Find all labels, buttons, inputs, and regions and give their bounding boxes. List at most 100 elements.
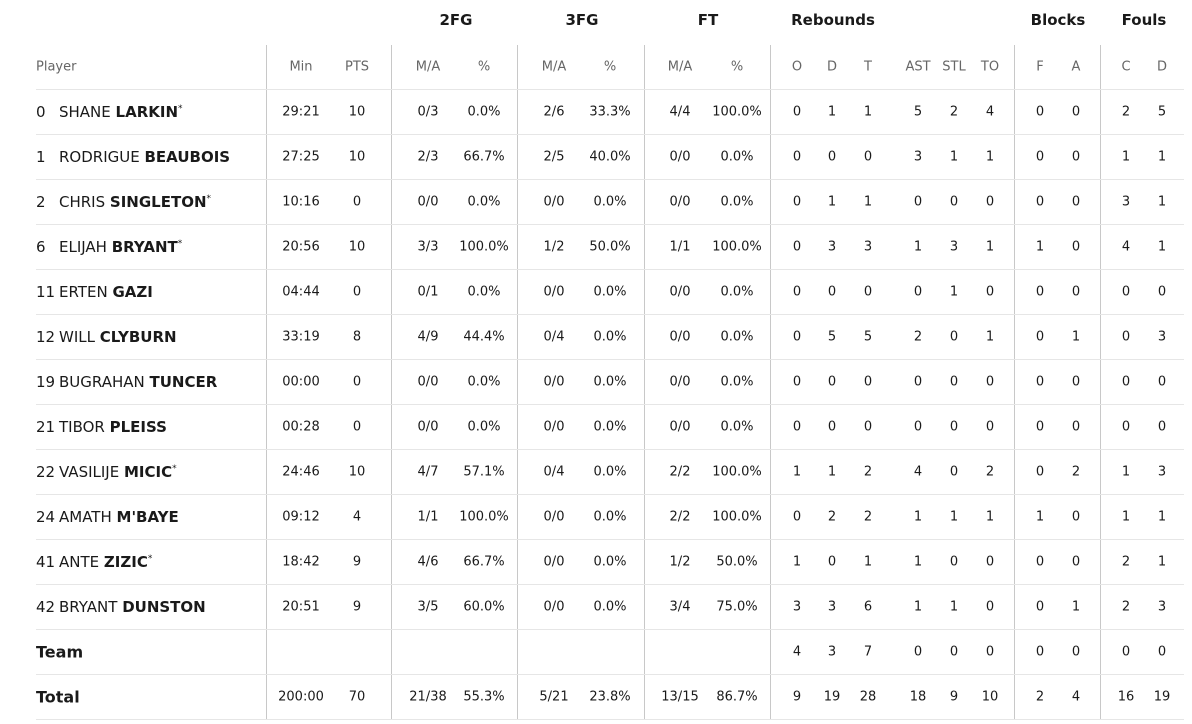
stat-cell: 0.0%: [467, 194, 501, 210]
player-number: 22: [36, 463, 56, 481]
stat-cell: 0.0%: [593, 419, 627, 435]
stat-cell: 4: [792, 644, 802, 660]
stat-cell: 50.0%: [716, 554, 758, 570]
stat-cell: 0: [913, 374, 923, 390]
stat-cell: 0: [792, 284, 802, 300]
stat-cell: 0: [792, 194, 802, 210]
stat-cell: 1: [827, 104, 837, 120]
stat-cell: 86.7%: [716, 689, 758, 705]
stat-cell: 0.0%: [720, 194, 754, 210]
stat-cell: 4/9: [417, 329, 439, 345]
stat-cell: 1: [1157, 509, 1167, 525]
stat-cell: 0: [1157, 644, 1167, 660]
column-divider: [391, 45, 392, 719]
stat-cell: 10: [348, 239, 366, 255]
stat-cell: 16: [1117, 689, 1135, 705]
stat-cell: 3: [949, 239, 959, 255]
last-name: GAZI: [112, 283, 153, 301]
starter-mark: *: [172, 464, 177, 474]
stat-cell: 0: [1035, 464, 1045, 480]
player-number: 41: [36, 553, 56, 571]
first-name: WILL: [59, 328, 95, 346]
stat-cell: 23.8%: [589, 689, 631, 705]
stat-cell: 0.0%: [593, 194, 627, 210]
stat-cell: 0: [827, 554, 837, 570]
first-name: ELIJAH: [59, 238, 107, 256]
player-name: 21 TIBOR PLEISS: [36, 418, 167, 436]
stat-cell: 0: [352, 419, 362, 435]
stat-cell: 0/0: [669, 419, 691, 435]
stat-cell: 3: [827, 239, 837, 255]
last-name: M'BAYE: [116, 508, 179, 526]
stat-cell: 3: [913, 149, 923, 165]
stat-cell: 20:51: [282, 599, 320, 615]
stat-cell: 0: [1071, 419, 1081, 435]
stat-cell: 0: [827, 149, 837, 165]
stat-cell: 1: [1071, 599, 1081, 615]
stat-cell: 0: [913, 644, 923, 660]
column-header: Min: [289, 59, 313, 75]
stat-cell: 1: [1071, 329, 1081, 345]
stat-cell: 5: [1157, 104, 1167, 120]
player-number: 11: [36, 283, 56, 301]
group-header: FT: [697, 11, 719, 29]
stat-cell: 0.0%: [720, 149, 754, 165]
last-name: MICIC: [123, 463, 173, 481]
stat-cell: 3/3: [417, 239, 439, 255]
column-divider: [644, 45, 645, 719]
stat-cell: 0.0%: [593, 374, 627, 390]
stat-cell: 0.0%: [467, 419, 501, 435]
stat-cell: 4: [985, 104, 995, 120]
stat-cell: 0: [1071, 644, 1081, 660]
stat-cell: 1: [827, 194, 837, 210]
stat-cell: 0.0%: [467, 104, 501, 120]
stat-cell: 24:46: [282, 464, 320, 480]
stat-cell: 4: [913, 464, 923, 480]
stat-cell: 0: [1071, 149, 1081, 165]
group-header: Fouls: [1121, 11, 1167, 29]
stat-cell: 100.0%: [459, 509, 509, 525]
stat-cell: 1: [1035, 509, 1045, 525]
stat-cell: 0/3: [417, 104, 439, 120]
column-header: A: [1071, 59, 1081, 75]
stat-cell: 0: [1035, 374, 1045, 390]
player-name: 42 BRYANT DUNSTON: [36, 598, 206, 616]
stat-cell: 2/6: [543, 104, 565, 120]
stat-cell: 0: [949, 554, 959, 570]
stat-cell: 0: [827, 419, 837, 435]
stat-cell: 10: [348, 149, 366, 165]
stat-cell: 0/4: [543, 329, 565, 345]
player-number: 2: [36, 193, 46, 211]
player-number: 12: [36, 328, 56, 346]
row-divider: [36, 719, 1184, 720]
stat-cell: 1: [913, 554, 923, 570]
stat-cell: 21/38: [409, 689, 447, 705]
stat-cell: 0: [1035, 149, 1045, 165]
stat-cell: 55.3%: [463, 689, 505, 705]
column-header: TO: [980, 59, 1000, 75]
stat-cell: 0: [1071, 554, 1081, 570]
stat-cell: 1: [913, 599, 923, 615]
stat-cell: 57.1%: [463, 464, 505, 480]
stat-cell: 0/1: [417, 284, 439, 300]
stat-cell: 1/1: [417, 509, 439, 525]
stat-cell: 0: [1071, 284, 1081, 300]
stat-cell: 0.0%: [467, 374, 501, 390]
column-header: M/A: [541, 59, 567, 75]
group-header: Rebounds: [791, 11, 875, 29]
stat-cell: 5: [913, 104, 923, 120]
stat-cell: 13/15: [661, 689, 699, 705]
stat-cell: 5/21: [539, 689, 569, 705]
stat-cell: 3/5: [417, 599, 439, 615]
stat-cell: 10: [981, 689, 999, 705]
stat-cell: 75.0%: [716, 599, 758, 615]
stat-cell: 0: [792, 149, 802, 165]
stat-cell: 0.0%: [720, 284, 754, 300]
stat-cell: 1: [1121, 464, 1131, 480]
group-header: Blocks: [1030, 11, 1086, 29]
stat-cell: 2: [1121, 599, 1131, 615]
stat-cell: 1: [1121, 149, 1131, 165]
stat-cell: 2/3: [417, 149, 439, 165]
row-divider: [36, 494, 1184, 495]
player-number: 24: [36, 508, 56, 526]
